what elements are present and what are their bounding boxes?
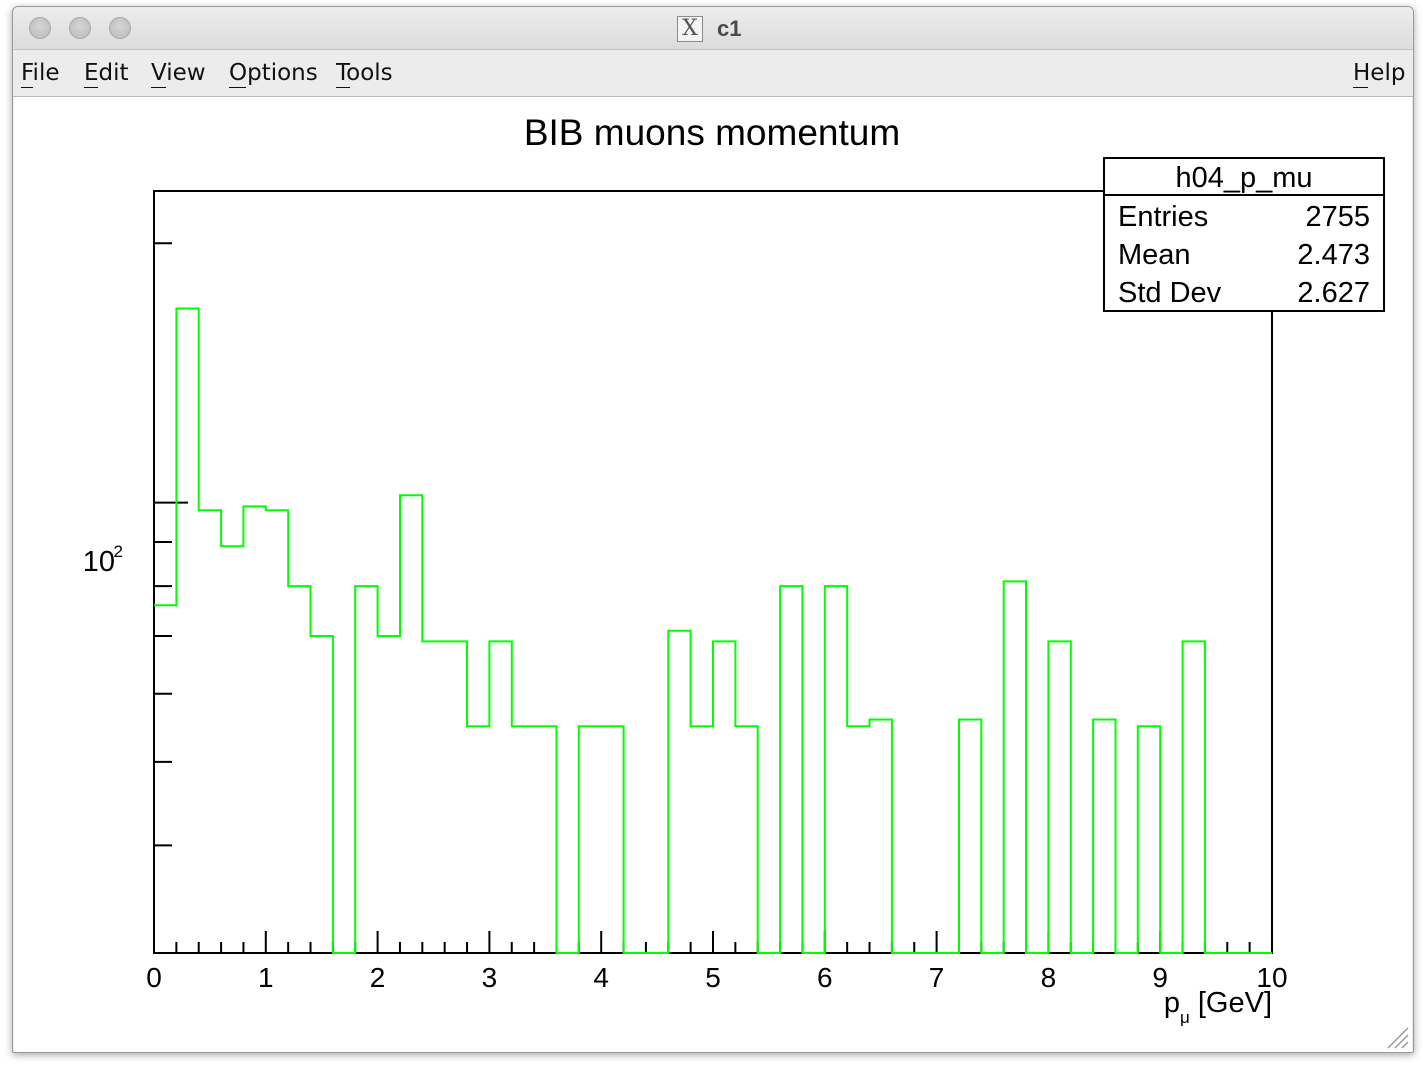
stats-label-entries: Entries xyxy=(1118,201,1208,233)
stats-box[interactable]: h04_p_mu Entries 2755 Mean 2.473 Std Dev… xyxy=(1103,157,1385,312)
chart-title: BIB muons momentum xyxy=(524,112,900,153)
x-tick-label: 9 xyxy=(1152,962,1168,993)
x-tick-label: 8 xyxy=(1041,962,1057,993)
y-tick-label-100-exponent: 2 xyxy=(114,542,123,561)
x-tick-label: 2 xyxy=(370,962,386,993)
x-axis-ticks xyxy=(153,931,1273,953)
x-tick-label: 7 xyxy=(929,962,945,993)
stats-value-entries: 2755 xyxy=(1305,201,1370,233)
minimize-window-button[interactable] xyxy=(69,17,91,39)
title-bar[interactable]: X c1 xyxy=(13,7,1413,50)
stats-label-mean: Mean xyxy=(1118,239,1191,271)
close-window-button[interactable] xyxy=(29,17,51,39)
stats-value-mean: 2.473 xyxy=(1297,239,1370,271)
menu-bar: File Edit View Options Tools Help xyxy=(13,50,1413,97)
plot-canvas[interactable]: BIB muons momentum 0 1 2 3 4 5 6 7 8 9 10 10 2 pμ … xyxy=(14,97,1412,1052)
menu-options[interactable]: Options xyxy=(229,60,318,88)
resize-grip-icon[interactable] xyxy=(1384,1024,1410,1050)
x-tick-label: 0 xyxy=(146,962,162,993)
x-tick-label: 5 xyxy=(705,962,721,993)
x-axis-tick-labels: 0 1 2 3 4 5 6 7 8 9 10 xyxy=(146,962,1287,993)
stats-box-frame xyxy=(1103,157,1385,312)
x-tick-label: 3 xyxy=(482,962,498,993)
stats-box-name: h04_p_mu xyxy=(1175,162,1312,194)
x-tick-label: 10 xyxy=(1256,962,1287,993)
menu-tools[interactable]: Tools xyxy=(336,60,393,88)
stats-label-stddev: Std Dev xyxy=(1118,277,1222,309)
window-title-group: X c1 xyxy=(677,15,741,43)
histogram-line xyxy=(154,307,1272,954)
menu-help[interactable]: Help xyxy=(1353,60,1406,88)
x-axis-label: pμ [GeV] xyxy=(1164,987,1272,1027)
x-tick-label: 4 xyxy=(593,962,609,993)
histogram-plot: BIB muons momentum 0 1 2 3 4 5 6 7 8 9 10 10 2 pμ … xyxy=(83,112,1385,1027)
menu-edit[interactable]: Edit xyxy=(84,60,129,88)
y-tick-label-100: 10 xyxy=(83,546,115,578)
menu-file[interactable]: File xyxy=(21,60,60,88)
x-tick-label: 6 xyxy=(817,962,833,993)
x11-icon: X xyxy=(677,16,703,42)
root-canvas-window: X c1 File Edit View Options Tools Help B… xyxy=(12,6,1414,1053)
y-axis-ticks xyxy=(154,242,188,954)
zoom-window-button[interactable] xyxy=(109,17,131,39)
window-title: c1 xyxy=(717,16,742,41)
x-tick-label: 1 xyxy=(258,962,274,993)
stats-value-stddev: 2.627 xyxy=(1297,277,1370,309)
menu-view[interactable]: View xyxy=(151,60,206,88)
